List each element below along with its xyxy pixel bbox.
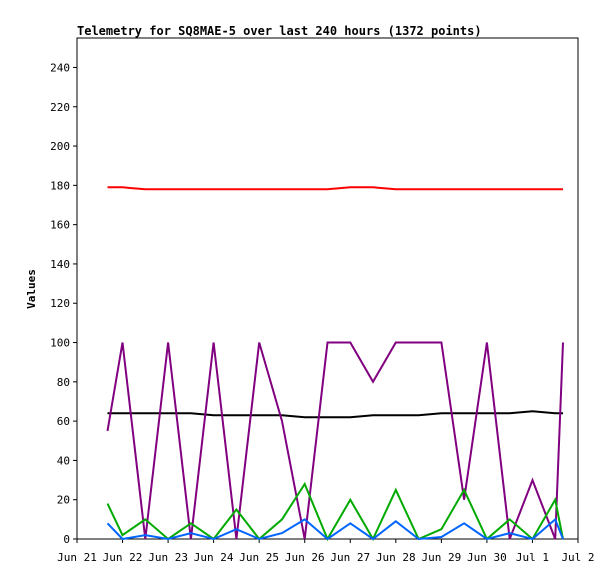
x-tick-label: Jun 27: [330, 551, 370, 564]
x-tick-label: Jun 25: [239, 551, 279, 564]
x-tick-label: Jun 23: [148, 551, 188, 564]
x-axis: Jun 21 Jun 22 Jun 23 Jun 24 Jun 25 Jun 26 Jun …: [57, 539, 595, 564]
x-tick-label: Jun 24: [194, 551, 234, 564]
x-tick-label: Jun 26: [285, 551, 325, 564]
series-line-2: [107, 410, 563, 419]
y-tick-label: 160: [50, 219, 70, 232]
plot-border: [76, 37, 579, 540]
series-line-5: [106, 517, 564, 541]
y-tick-label: 140: [50, 258, 70, 271]
y-tick-label: 120: [50, 297, 70, 310]
y-tick-label: 20: [57, 494, 70, 507]
x-tick-label: Jun 30: [467, 551, 507, 564]
series-layer: [106, 186, 564, 542]
chart-title: Telemetry for SQ8MAE-5 over last 240 hou…: [77, 24, 482, 38]
y-tick-label: 100: [50, 337, 70, 350]
x-tick-label: Jun 21: [57, 551, 97, 564]
x-tick-label: Jun 28: [376, 551, 416, 564]
x-tick-label: Jul 2: [561, 551, 594, 564]
y-tick-label: 180: [50, 179, 70, 192]
y-axis-label: Values: [25, 269, 38, 309]
x-tick-label: Jun 29: [421, 551, 461, 564]
series-line-1: [107, 186, 563, 191]
y-tick-label: 200: [50, 140, 70, 153]
y-tick-label: 220: [50, 101, 70, 114]
x-tick-label: Jul 1: [516, 551, 549, 564]
y-tick-label: 240: [50, 61, 70, 74]
y-tick-label: 0: [63, 533, 70, 546]
y-tick-label: 40: [57, 454, 70, 467]
y-axis: 0 20 40 60 80 100 120 140 160 180 200 220 240: [50, 61, 77, 546]
plot-area: [76, 37, 579, 540]
series-line-3: [106, 341, 564, 540]
y-tick-label: 80: [57, 376, 70, 389]
series-line-4: [106, 481, 564, 542]
x-tick-label: Jun 22: [103, 551, 143, 564]
y-tick-label: 60: [57, 415, 70, 428]
